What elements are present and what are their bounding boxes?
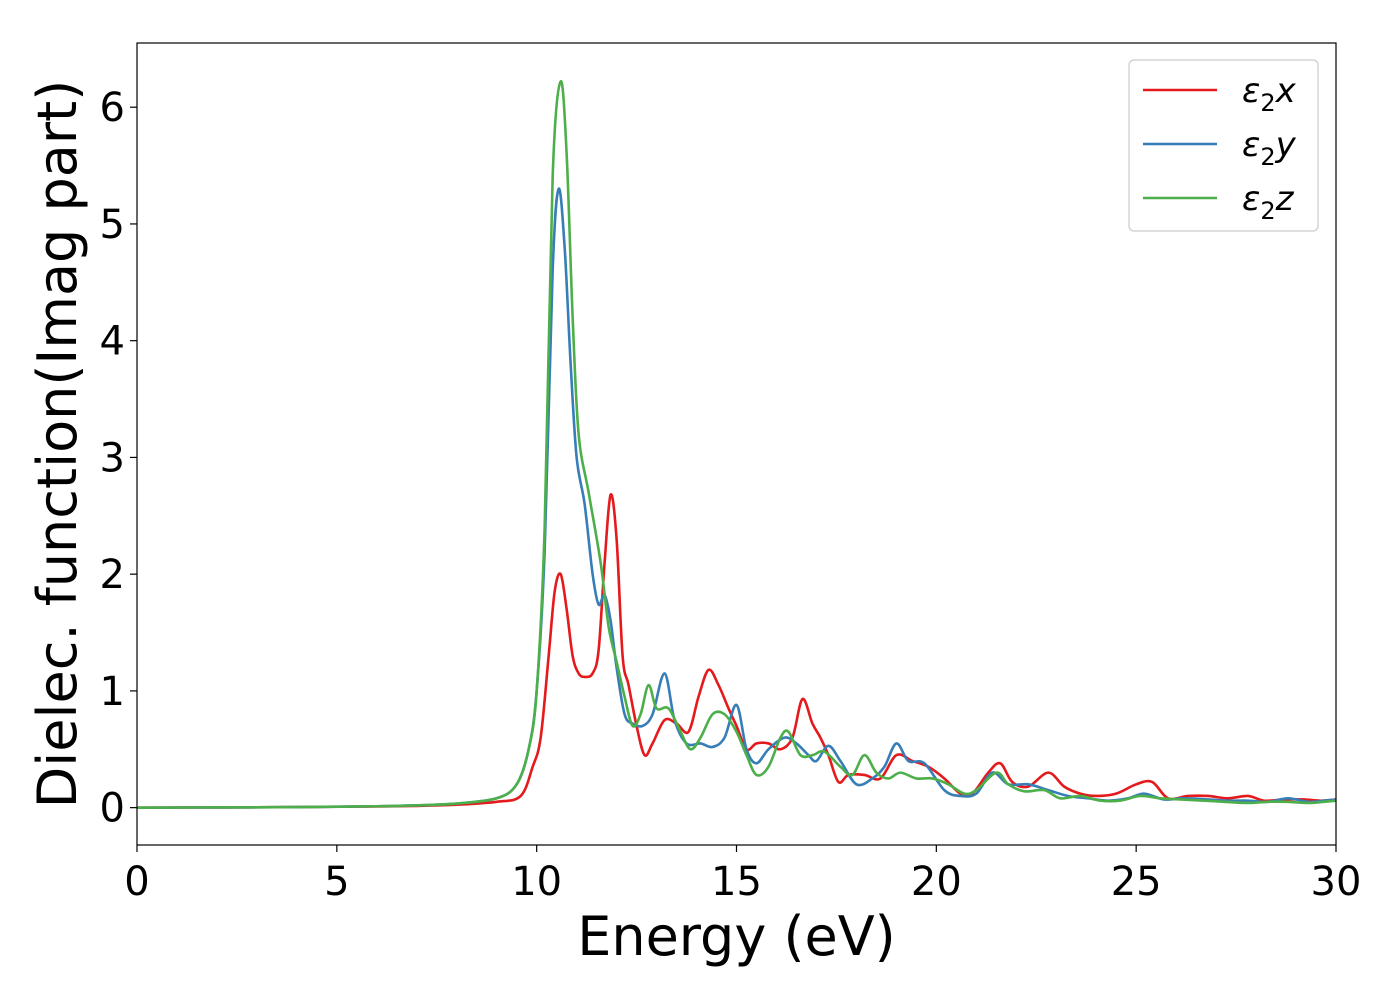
x-tick-label: 10 bbox=[511, 859, 562, 905]
series-line-z bbox=[137, 80, 1336, 809]
legend-box bbox=[1128, 59, 1319, 232]
ticks-layer: 0 5 10 15 20 25 30 0 1 2 3 4 5 6 bbox=[100, 85, 1362, 905]
x-tick-label: 30 bbox=[1311, 859, 1362, 905]
x-tick-label: 25 bbox=[1111, 859, 1162, 905]
y-axis-label: Dielec. function(Imag part) bbox=[26, 80, 89, 809]
x-tick-label: 20 bbox=[911, 859, 962, 905]
series-layer bbox=[137, 80, 1336, 809]
legend-label-x: ε2x bbox=[1242, 71, 1297, 117]
y-tick-label: 2 bbox=[100, 552, 125, 598]
legend-label-z: ε2z bbox=[1242, 179, 1295, 225]
legend-label-y: ε2y bbox=[1242, 125, 1297, 171]
y-tick-label: 6 bbox=[100, 85, 125, 131]
x-tick-label: 0 bbox=[124, 859, 149, 905]
series-line-x bbox=[137, 493, 1336, 809]
y-tick-label: 1 bbox=[100, 669, 125, 715]
legend: ε2x ε2y ε2z bbox=[1128, 59, 1319, 232]
y-tick-label: 0 bbox=[100, 786, 125, 832]
x-tick-label: 15 bbox=[711, 859, 762, 905]
x-tick-label: 5 bbox=[324, 859, 349, 905]
y-tick-label: 4 bbox=[100, 319, 125, 365]
y-tick-label: 3 bbox=[100, 435, 125, 481]
y-tick-label: 5 bbox=[100, 202, 125, 248]
x-axis-label: Energy (eV) bbox=[577, 905, 896, 968]
series-line-y bbox=[137, 187, 1336, 809]
